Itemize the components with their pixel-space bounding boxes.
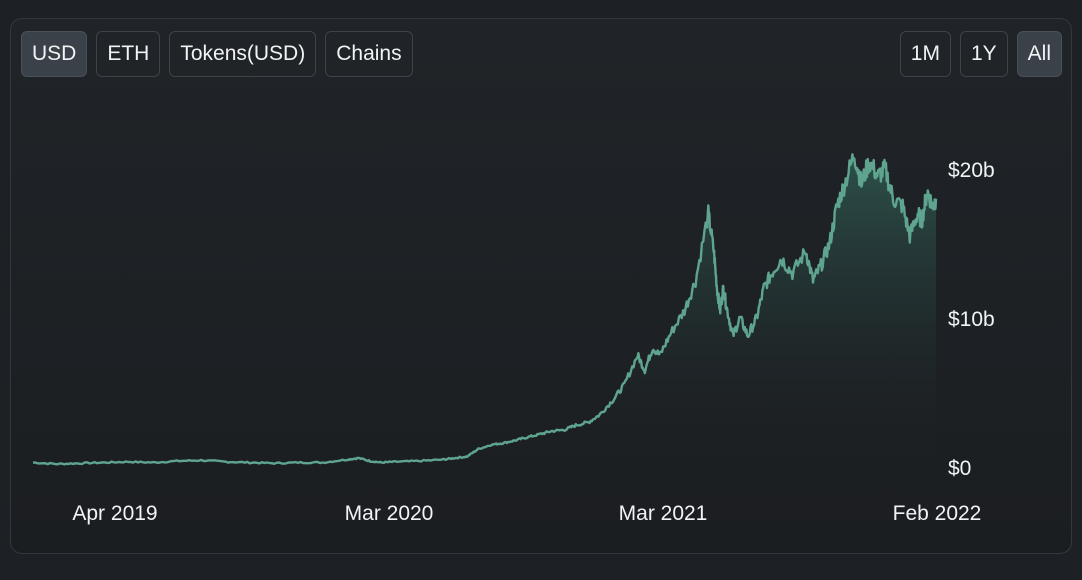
usd-button[interactable]: USD: [21, 31, 88, 77]
time-range-toggle-group: 1M 1Y All: [899, 31, 1062, 77]
x-tick-label: Mar 2020: [345, 502, 434, 525]
x-tick-label: Feb 2022: [893, 502, 982, 525]
x-axis: Apr 2019 Mar 2020 Mar 2021 Feb 2022: [72, 502, 981, 525]
chains-button[interactable]: Chains: [325, 31, 413, 77]
range-1y-button[interactable]: 1Y: [959, 31, 1008, 77]
tvl-series-line: [32, 153, 938, 466]
y-tick-label: $0: [948, 457, 971, 480]
range-1m-button[interactable]: 1M: [899, 31, 951, 77]
y-axis: $0 $10b $20b: [948, 159, 995, 480]
denomination-toggle-group: USD ETH Tokens(USD) Chains: [21, 31, 413, 77]
x-tick-label: Apr 2019: [72, 502, 157, 525]
x-tick-label: Mar 2021: [619, 502, 708, 525]
range-all-button[interactable]: All: [1016, 31, 1062, 77]
tvl-area-fill: [33, 154, 936, 468]
series-line-layer: [32, 153, 938, 466]
y-tick-label: $10b: [948, 308, 995, 331]
area-fill-layer: [33, 154, 936, 468]
y-tick-label: $20b: [948, 159, 995, 182]
eth-button[interactable]: ETH: [96, 31, 161, 77]
tokens-usd-button[interactable]: Tokens(USD): [169, 31, 317, 77]
